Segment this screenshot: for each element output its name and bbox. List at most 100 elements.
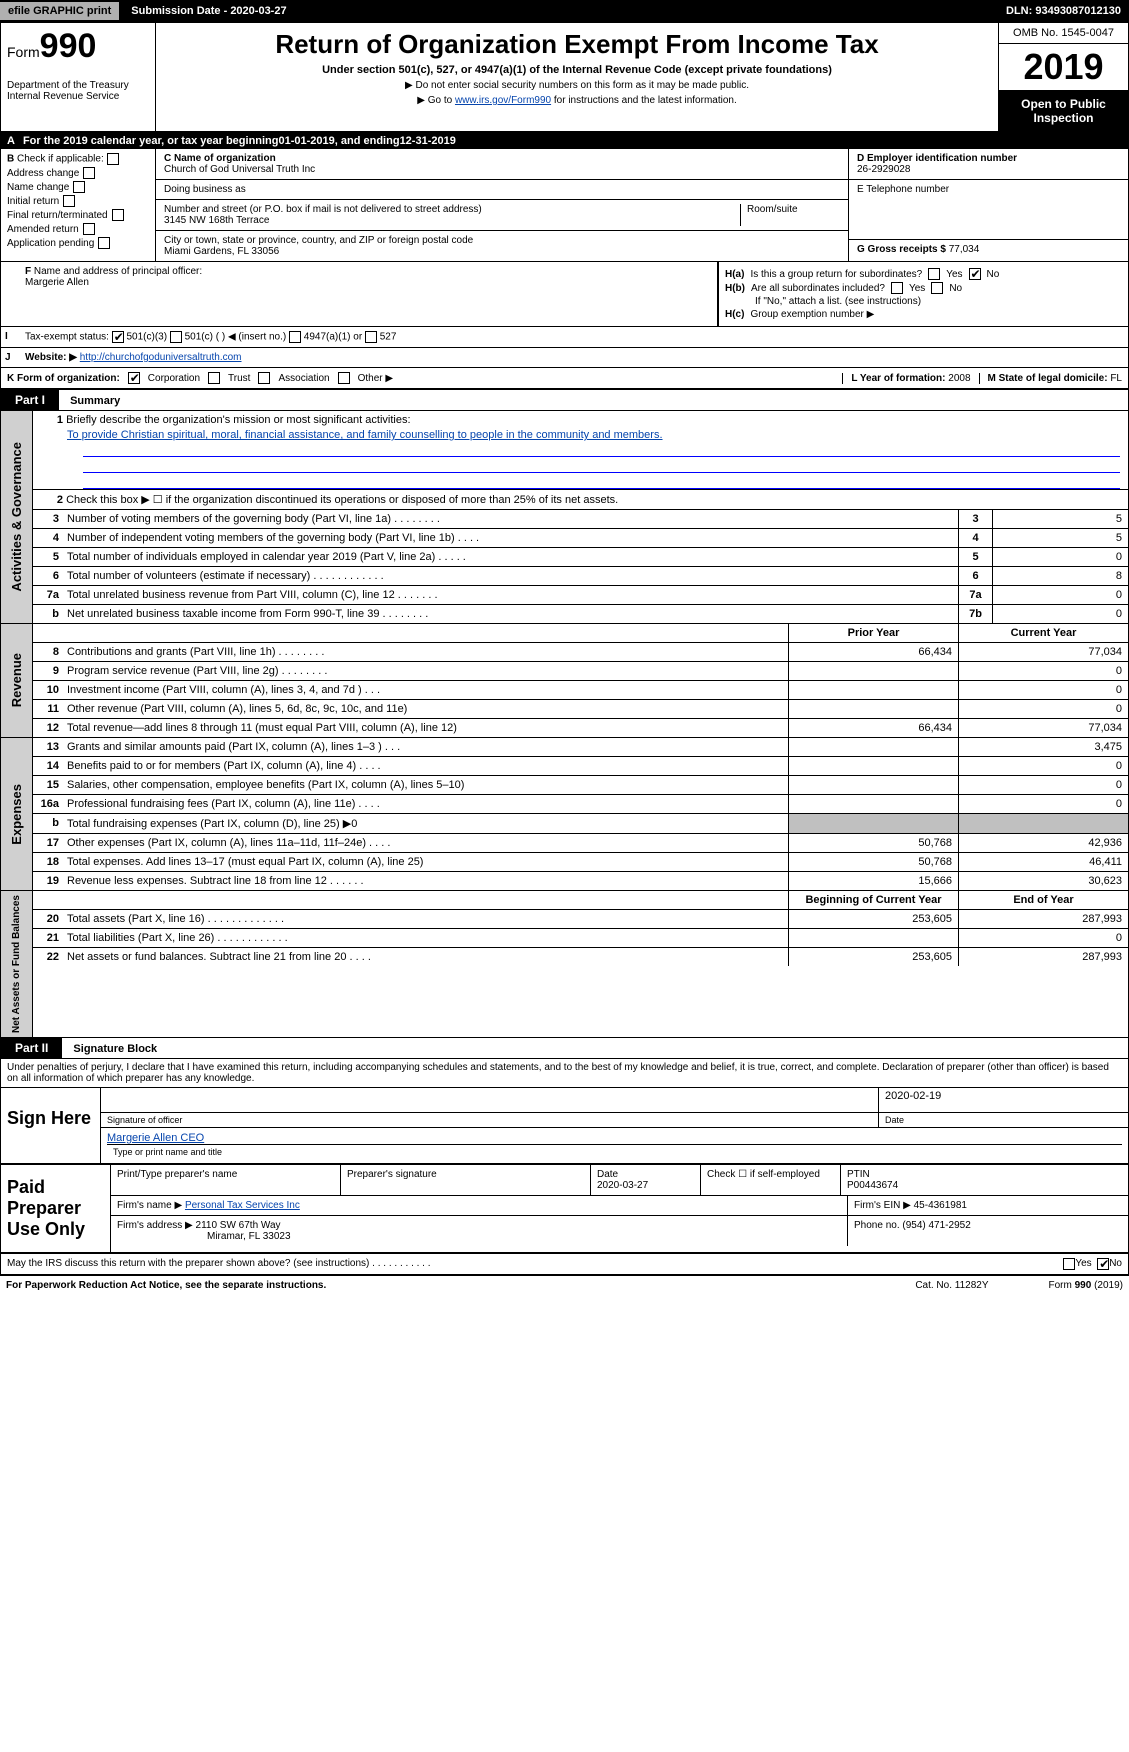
tax-end: 12-31-2019	[400, 135, 456, 147]
current-cell: 0	[958, 757, 1128, 775]
chk-501c[interactable]	[170, 331, 182, 343]
row-a-label: A	[7, 135, 15, 147]
opt-501c3: 501(c)(3)	[126, 332, 167, 343]
line-num: 10	[33, 681, 63, 699]
checkbox-final[interactable]	[112, 209, 124, 221]
prior-cell: 253,605	[788, 910, 958, 928]
dln: DLN: 93493087012130	[998, 2, 1129, 20]
line-desc: Total number of individuals employed in …	[63, 548, 958, 566]
checkbox-initial[interactable]	[63, 195, 75, 207]
line-num: 6	[33, 567, 63, 585]
submission-date: Submission Date - 2020-03-27	[119, 2, 298, 20]
irs-link[interactable]: www.irs.gov/Form990	[455, 95, 551, 106]
line-row: b Total fundraising expenses (Part IX, c…	[33, 814, 1128, 834]
opt-527: 527	[380, 332, 397, 343]
line-row: b Net unrelated business taxable income …	[33, 605, 1128, 623]
line-val: 8	[992, 567, 1128, 585]
ha-label: H(a)	[725, 269, 744, 280]
net-section: Net Assets or Fund Balances Beginning of…	[1, 891, 1128, 1038]
checkbox-address[interactable]	[83, 167, 95, 179]
line-row: 22 Net assets or fund balances. Subtract…	[33, 948, 1128, 966]
sig-date-label: Date	[878, 1113, 1128, 1127]
ha-no[interactable]	[969, 268, 981, 280]
line-val: 5	[992, 529, 1128, 547]
lbl-amended: Amended return	[7, 224, 79, 235]
line-row: 11 Other revenue (Part VIII, column (A),…	[33, 700, 1128, 719]
ha-text: Is this a group return for subordinates?	[750, 269, 922, 280]
firm-name[interactable]: Personal Tax Services Inc	[185, 1200, 300, 1211]
chk-corp[interactable]	[128, 372, 140, 384]
line-desc: Total fundraising expenses (Part IX, col…	[63, 814, 788, 833]
chk-527[interactable]	[365, 331, 377, 343]
chk-4947[interactable]	[289, 331, 301, 343]
tax-year: 2019	[999, 44, 1128, 91]
col-b-center: C Name of organization Church of God Uni…	[156, 149, 848, 261]
city-state-zip: Miami Gardens, FL 33056	[164, 246, 840, 257]
line-row: 17 Other expenses (Part IX, column (A), …	[33, 834, 1128, 853]
row-j: J Website: ▶ http://churchofgoduniversal…	[1, 348, 1128, 368]
prior-cell	[788, 681, 958, 699]
l-text: L Year of formation:	[851, 373, 948, 384]
activities-body: 1 Briefly describe the organization's mi…	[33, 411, 1128, 623]
current-cell: 0	[958, 795, 1128, 813]
phone: (954) 471-2952	[902, 1220, 970, 1231]
prior-cell	[788, 700, 958, 718]
row-a: A For the 2019 calendar year, or tax yea…	[1, 133, 1128, 149]
vlabel-activities: Activities & Governance	[7, 438, 26, 596]
officer-name-title[interactable]: Margerie Allen CEO	[107, 1132, 204, 1144]
hb-no-lbl: No	[949, 283, 962, 294]
header-left: Form990 Department of the Treasury Inter…	[1, 23, 156, 131]
gross-receipts: 77,034	[949, 244, 980, 255]
opt-trust: Trust	[228, 373, 250, 384]
prior-cell	[788, 795, 958, 813]
discuss-no[interactable]	[1097, 1258, 1109, 1270]
opt-other: Other ▶	[358, 373, 393, 384]
line-desc: Total unrelated business revenue from Pa…	[63, 586, 958, 604]
c-label: C Name of organization	[164, 153, 840, 164]
line-row: 16a Professional fundraising fees (Part …	[33, 795, 1128, 814]
checkbox-name[interactable]	[73, 181, 85, 193]
part1-label: Part I	[1, 390, 59, 410]
i-text: Tax-exempt status:	[25, 332, 109, 343]
check-generic[interactable]	[107, 153, 119, 165]
e-label: E Telephone number	[857, 184, 1120, 195]
current-cell: 77,034	[958, 719, 1128, 737]
expenses-label: Expenses	[1, 738, 33, 890]
line-refnum: 5	[958, 548, 992, 566]
chk-assoc[interactable]	[258, 372, 270, 384]
goto-suffix: for instructions and the latest informat…	[551, 95, 737, 106]
current-cell: 0	[958, 700, 1128, 718]
hb-no[interactable]	[931, 282, 943, 294]
line-row: 12 Total revenue—add lines 8 through 11 …	[33, 719, 1128, 737]
form-subtitle: Under section 501(c), 527, or 4947(a)(1)…	[166, 64, 988, 76]
g-label: G Gross receipts $	[857, 244, 949, 255]
chk-501c3[interactable]	[112, 331, 124, 343]
chk-trust[interactable]	[208, 372, 220, 384]
cell-gray	[788, 814, 958, 833]
ha-yes[interactable]	[928, 268, 940, 280]
current-cell: 42,936	[958, 834, 1128, 852]
hb-yes[interactable]	[891, 282, 903, 294]
ptin: P00443674	[847, 1180, 898, 1191]
expenses-body: 13 Grants and similar amounts paid (Part…	[33, 738, 1128, 890]
line-row: 21 Total liabilities (Part X, line 26) .…	[33, 929, 1128, 948]
checkbox-pending[interactable]	[98, 237, 110, 249]
current-cell: 30,623	[958, 872, 1128, 890]
line-refnum: 7a	[958, 586, 992, 604]
org-name: Church of God Universal Truth Inc	[164, 164, 840, 175]
line-refnum: 3	[958, 510, 992, 528]
sign-fields: 2020-02-19 Signature of officer Date Mar…	[101, 1088, 1128, 1163]
chk-address-change: Address change	[7, 167, 149, 179]
website-url[interactable]: http://churchofgoduniversaltruth.com	[80, 352, 242, 363]
mission-text[interactable]: To provide Christian spiritual, moral, f…	[67, 429, 663, 441]
form-header: Form990 Department of the Treasury Inter…	[1, 23, 1128, 133]
line-row: 15 Salaries, other compensation, employe…	[33, 776, 1128, 795]
discuss-yes[interactable]	[1063, 1258, 1075, 1270]
checkbox-amended[interactable]	[83, 223, 95, 235]
j-text: Website: ▶	[25, 352, 77, 363]
vlabel-expenses: Expenses	[7, 780, 26, 849]
lbl-final: Final return/terminated	[7, 210, 108, 221]
line-row: 7a Total unrelated business revenue from…	[33, 586, 1128, 605]
chk-other[interactable]	[338, 372, 350, 384]
prior-cell	[788, 929, 958, 947]
